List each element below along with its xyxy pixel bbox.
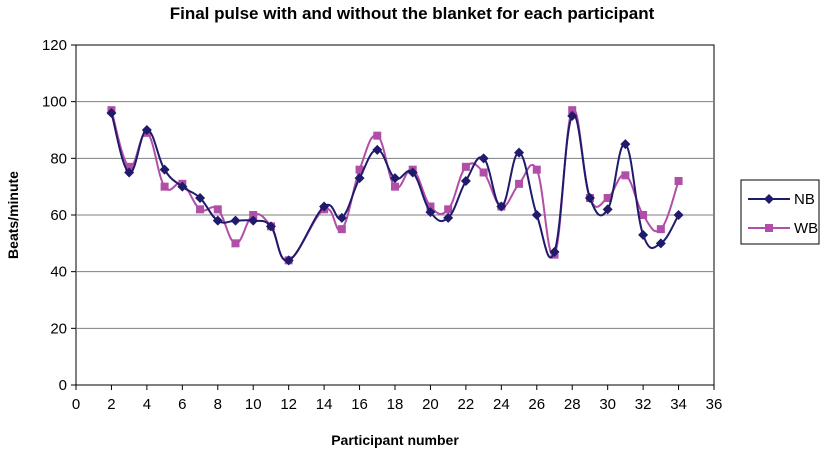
x-tick-label: 36	[706, 396, 723, 413]
data-point-nb	[283, 255, 294, 266]
y-tick-label: 80	[50, 150, 67, 167]
x-tick-label: 18	[387, 396, 404, 413]
data-point-nb	[319, 201, 330, 212]
data-point-nb	[354, 173, 365, 184]
data-point-nb	[425, 207, 436, 218]
data-point-nb	[443, 212, 454, 223]
x-tick-label: 2	[107, 396, 115, 413]
data-point-wb	[515, 179, 524, 188]
data-point-nb	[655, 238, 666, 249]
x-axis-title: Participant number	[331, 432, 459, 448]
data-point-nb	[567, 110, 578, 121]
x-tick-label: 26	[528, 396, 545, 413]
gridlines	[71, 44, 715, 390]
y-tick-label: 120	[42, 37, 67, 54]
data-point-nb	[212, 215, 223, 226]
data-point-nb	[584, 193, 595, 203]
data-point-nb	[195, 193, 206, 203]
data-point-nb	[407, 167, 418, 178]
data-point-nb	[620, 139, 631, 150]
data-point-nb	[602, 204, 613, 215]
data-point-wb	[426, 202, 435, 211]
data-point-nb	[478, 153, 489, 164]
x-tick-label: 20	[422, 396, 439, 413]
legend-marker-nb	[764, 194, 774, 204]
data-point-wb	[532, 165, 541, 174]
data-point-wb	[196, 205, 205, 214]
data-point-nb	[638, 229, 649, 240]
data-point-wb	[674, 177, 683, 185]
x-tick-label: 28	[564, 396, 581, 413]
x-tick-label: 32	[635, 396, 652, 413]
data-point-nb	[514, 147, 525, 158]
y-tick-label: 40	[50, 264, 67, 281]
data-point-nb	[265, 221, 276, 232]
legend-label-nb: NB	[794, 191, 815, 208]
x-tick-label: 0	[72, 396, 80, 413]
data-point-wb	[444, 205, 453, 214]
y-tick-labels: 0 20 40 60 80 100 120	[42, 37, 67, 394]
data-point-nb	[124, 167, 135, 178]
data-point-wb	[639, 211, 648, 219]
data-point-wb	[479, 168, 488, 177]
data-point-nb	[141, 125, 152, 135]
x-tick-label: 34	[670, 396, 687, 413]
x-tick-label: 8	[214, 396, 222, 413]
data-point-nb	[673, 210, 684, 220]
data-point-wb	[249, 211, 258, 219]
data-point-wb	[621, 171, 630, 180]
data-point-nb	[106, 108, 117, 118]
x-tick-label: 4	[143, 396, 151, 413]
data-point-wb	[125, 162, 134, 171]
x-tick-labels: 0 2 4 6 8 10 12 14 16 18 20 22 24 26 28 30 32 34 36	[72, 396, 723, 413]
data-point-nb	[372, 144, 383, 155]
data-point-wb	[231, 239, 240, 248]
y-axis-title: Beats/minute	[5, 171, 21, 259]
data-point-wb	[603, 194, 612, 202]
data-point-nb	[496, 201, 507, 212]
x-tick-label: 30	[599, 396, 616, 413]
data-point-wb	[355, 165, 364, 174]
y-tick-label: 60	[50, 207, 67, 224]
data-point-wb	[337, 225, 346, 234]
data-point-wb	[213, 205, 222, 214]
data-point-wb	[568, 106, 577, 115]
data-point-wb	[373, 131, 382, 140]
x-tick-label: 12	[280, 396, 297, 413]
legend: NB WB	[740, 179, 820, 245]
y-tick-label: 20	[50, 320, 67, 337]
data-point-nb	[248, 215, 259, 226]
data-point-nb	[549, 246, 560, 257]
data-point-nb	[336, 212, 347, 223]
data-point-nb	[159, 164, 170, 175]
legend-box	[740, 179, 820, 245]
data-point-wb	[461, 162, 470, 171]
series-group	[106, 106, 684, 266]
data-point-wb	[656, 225, 665, 234]
data-point-nb	[531, 210, 542, 220]
data-point-nb	[460, 176, 471, 186]
data-point-nb	[230, 215, 241, 226]
legend-marker-wb	[765, 224, 773, 232]
data-point-wb	[160, 182, 169, 191]
y-tick-label: 0	[59, 377, 67, 394]
data-point-nb	[390, 173, 400, 184]
x-tick-label: 6	[178, 396, 186, 413]
chart-title: Final pulse with and without the blanket…	[169, 4, 655, 23]
data-point-nb	[177, 181, 188, 192]
data-point-wb	[391, 182, 399, 191]
x-tick-label: 16	[351, 396, 368, 413]
x-tick-label: 10	[245, 396, 262, 413]
x-tick-label: 14	[316, 396, 333, 413]
x-tick-label: 22	[458, 396, 475, 413]
legend-label-wb: WB	[794, 220, 818, 237]
x-tick-label: 24	[493, 396, 510, 413]
y-tick-label: 100	[42, 94, 67, 111]
